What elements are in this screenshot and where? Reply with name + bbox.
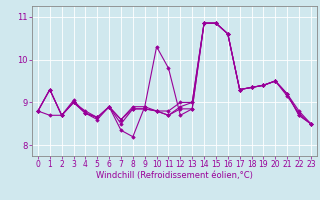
X-axis label: Windchill (Refroidissement éolien,°C): Windchill (Refroidissement éolien,°C): [96, 171, 253, 180]
